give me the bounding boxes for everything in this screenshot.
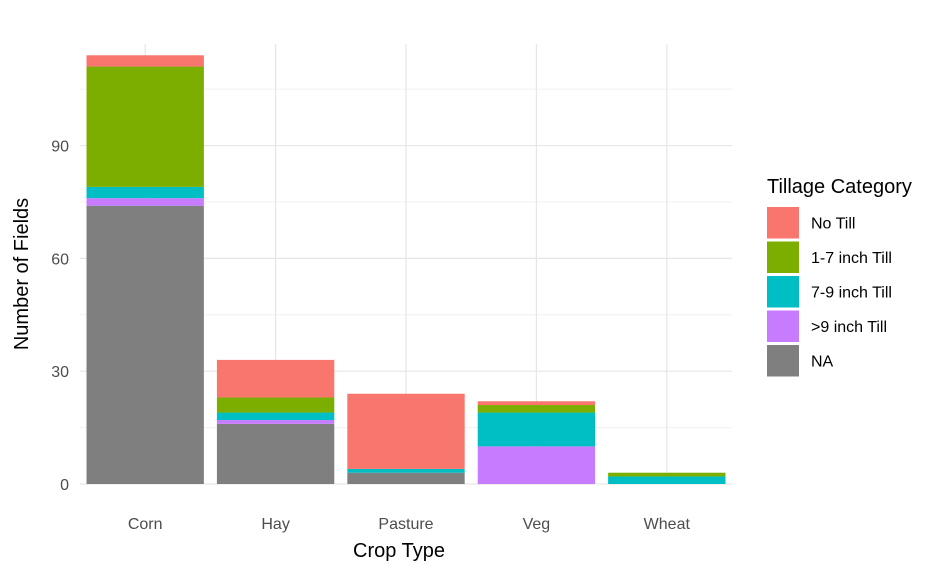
bar-segment [216, 359, 335, 398]
legend: Tillage Category No Till 1-7 inch Till 7-9… [767, 176, 912, 377]
bar-segment [477, 405, 596, 413]
legend-label: 7-9 inch Till [811, 284, 892, 301]
x-tick-label: Pasture [378, 516, 433, 533]
bar-segment [608, 476, 726, 484]
bar-segment [216, 420, 335, 424]
bar-segment [86, 205, 204, 484]
bar-segment [216, 397, 335, 413]
bar-segment [477, 401, 596, 406]
legend-key [767, 241, 799, 273]
x-axis-title: Crop Type [353, 540, 445, 562]
y-axis-title: Number of Fields [11, 198, 33, 350]
legend-key [767, 345, 799, 377]
legend-label: >9 inch Till [811, 319, 887, 336]
legend-label: No Till [811, 215, 855, 232]
legend-key [767, 276, 799, 308]
legend-key [767, 207, 799, 239]
bar-segment [216, 412, 335, 421]
bar-segment [608, 472, 726, 477]
bars [86, 55, 726, 484]
bar-segment [477, 446, 596, 484]
bar-segment [347, 393, 465, 469]
x-tick-label: Wheat [644, 516, 691, 533]
bar-segment [216, 423, 335, 484]
bar-segment [86, 66, 204, 187]
y-axis: 0 30 60 90 [51, 139, 69, 494]
legend-label: 1-7 inch Till [811, 250, 892, 267]
bar-segment [347, 472, 465, 484]
y-tick-label: 90 [51, 139, 69, 156]
y-tick-label: 30 [51, 364, 69, 381]
legend-label: NA [811, 353, 834, 370]
bar-segment [477, 412, 596, 447]
bar-segment [86, 55, 204, 67]
legend-key [767, 310, 799, 342]
legend-title: Tillage Category [767, 176, 912, 198]
x-tick-label: Hay [261, 516, 289, 533]
y-tick-label: 60 [51, 251, 69, 268]
bar-segment [86, 198, 204, 206]
bar-segment [86, 186, 204, 199]
x-axis: Corn Hay Pasture Veg Wheat [128, 516, 691, 533]
x-tick-label: Veg [523, 516, 551, 533]
x-tick-label: Corn [128, 516, 163, 533]
y-tick-label: 0 [60, 477, 69, 494]
bar-segment [347, 468, 465, 473]
